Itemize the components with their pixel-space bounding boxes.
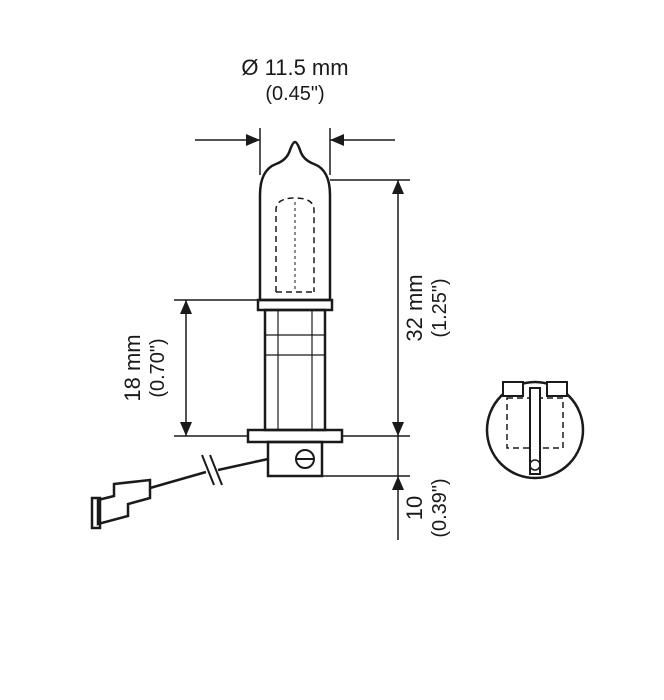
arrow-head bbox=[180, 422, 192, 436]
dim-base-in: (0.70") bbox=[147, 338, 169, 397]
arrow-head bbox=[180, 300, 192, 314]
dim-diameter-in: (0.45") bbox=[265, 83, 324, 105]
dim-diameter-mm: Ø 11.5 mm bbox=[241, 55, 348, 80]
arrow-head bbox=[392, 180, 404, 194]
bulb-glass bbox=[260, 142, 330, 300]
connector-end-view bbox=[487, 382, 583, 478]
dim-base-mm: 18 mm bbox=[120, 334, 145, 401]
wire-lead bbox=[92, 455, 268, 528]
bulb-base bbox=[248, 300, 342, 476]
arrow-head bbox=[330, 134, 344, 146]
dim-flange-in: (0.39") bbox=[429, 478, 451, 537]
bulb-dimension-diagram: Ø 11.5 mm (0.45") bbox=[0, 0, 664, 700]
dim-flange-mm: 10 bbox=[402, 496, 427, 520]
arrow-head bbox=[392, 476, 404, 490]
arrow-head bbox=[392, 422, 404, 436]
dim-height-total-mm: 32 mm bbox=[402, 274, 427, 341]
dim-height-total-in: (1.25") bbox=[429, 278, 451, 337]
arrow-head bbox=[246, 134, 260, 146]
